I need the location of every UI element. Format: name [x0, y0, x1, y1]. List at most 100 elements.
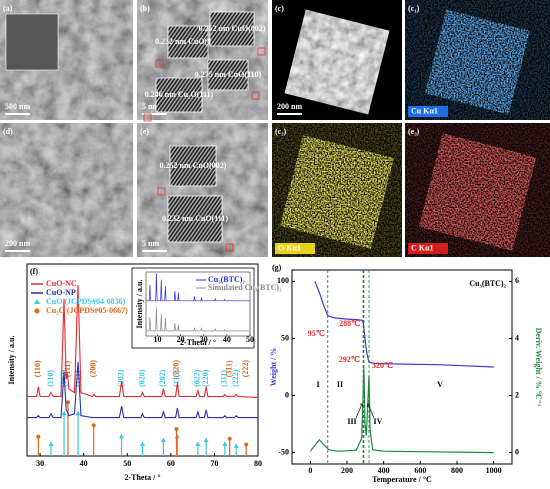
legend-label: CuO-NC	[46, 279, 77, 288]
peak-label: (110)	[33, 360, 42, 377]
y2-tick-label: 2	[515, 390, 519, 399]
legend-label: Cu₃(BTC)₂	[208, 275, 245, 284]
y-tick-label: -50	[278, 447, 289, 456]
panel-label: (c₁)	[408, 4, 420, 13]
fringe-label: 0.246 nm Cu₂O(111)	[145, 90, 214, 99]
reference-marker	[61, 410, 67, 416]
reference-marker	[36, 434, 41, 439]
scale-bar-label: 5 nm	[142, 102, 159, 111]
peak-label: (220)	[201, 369, 210, 387]
reference-marker	[160, 437, 166, 443]
peak-label: (110)	[46, 370, 55, 387]
scale-bar-label: 200 nm	[277, 102, 302, 111]
stage-label: I	[316, 380, 319, 389]
pattern-line	[27, 285, 259, 398]
reference-marker	[195, 441, 201, 446]
y2-tick-label: 4	[515, 333, 519, 342]
x-tick-label: 40	[80, 459, 88, 468]
x-tick-label: 0	[308, 466, 312, 475]
panel-label: (a)	[3, 4, 13, 13]
fringe-box	[207, 59, 249, 91]
plot-frame	[291, 269, 513, 465]
legend-label: Cu₂O (JCPDS#05-0667)	[46, 306, 128, 315]
peak-label: (113)	[172, 370, 181, 387]
reference-marker	[244, 442, 249, 447]
reference-marker	[140, 441, 145, 446]
fringe-label: 0.252 nm CuO(002)	[160, 161, 227, 170]
stage-label: II	[337, 380, 343, 389]
reference-marker	[174, 427, 179, 432]
legend-label: Simulated Cu₃(BTC)₂	[208, 283, 282, 292]
pattern-line	[27, 361, 258, 419]
x-axis-title: 2-Theta / °	[180, 338, 216, 347]
x-axis-title: 2-Theta / °	[124, 473, 160, 482]
element-label: O Kα1	[278, 243, 301, 252]
x-tick-label: 50	[123, 459, 131, 468]
x-tick-label: 20	[177, 335, 185, 344]
legend-label: CuO (JCPDS#04-0836)	[46, 297, 126, 306]
fringe-box	[169, 145, 217, 187]
fringe-label: 0.232 nm CuO(111)	[155, 37, 221, 46]
fringe-label: 0.232 nm CuO(111)	[162, 214, 228, 223]
peak-label: (222)	[231, 369, 240, 387]
panel-label: (b)	[140, 4, 150, 13]
legend-swatch	[34, 308, 40, 314]
fringe-label: 0.275 nm CuO(110)	[195, 70, 262, 79]
y-tick-label: 100	[277, 276, 289, 285]
x-tick-label: 200	[341, 466, 353, 475]
x-tick-label: 80	[254, 459, 262, 468]
y-tick-label: 0	[285, 390, 289, 399]
inset-frame	[131, 267, 255, 349]
panel-label: (e)	[140, 127, 149, 136]
reference-marker	[222, 441, 228, 446]
peak-label: (311)	[220, 370, 229, 387]
legend-label: CuO-NP	[46, 288, 76, 297]
fringe-box	[167, 195, 223, 243]
stage-label: IV	[374, 417, 383, 426]
legend-swatch	[34, 299, 40, 304]
panel-label: (c₂)	[275, 127, 287, 136]
x-tick-label: 30	[36, 459, 44, 468]
peak-label: (202)	[116, 369, 125, 387]
x-tick-label: 400	[378, 466, 390, 475]
element-tag	[275, 243, 315, 254]
x-tick-label: 50	[246, 335, 254, 344]
inset-image	[5, 13, 59, 71]
element-tag	[408, 243, 448, 254]
y-axis-title: Weight / %	[269, 348, 278, 387]
y2-tick-label: 6	[515, 276, 519, 285]
weight-line	[314, 281, 494, 368]
pattern-line	[146, 273, 250, 302]
micrograph	[0, 123, 133, 257]
stage-label: III	[347, 417, 356, 426]
x-tick-label: 70	[210, 459, 218, 468]
panel-label: (f)	[30, 267, 38, 276]
fringe-marker	[155, 59, 164, 68]
panel-label: (g)	[272, 263, 282, 272]
scale-bar-label: 5 nm	[142, 239, 159, 248]
peak-label: (020)	[137, 369, 146, 387]
peak-label: (022)	[193, 369, 202, 387]
particle	[284, 9, 390, 115]
panel-label: (c)	[275, 4, 284, 13]
y-tick-label: 50	[281, 333, 289, 342]
peak-label: (222)	[241, 360, 250, 378]
peak-label: (111)	[63, 360, 72, 377]
reference-marker	[119, 433, 125, 439]
x-tick-label: 60	[167, 459, 175, 468]
panel-label: (d)	[3, 127, 13, 136]
arrow	[355, 403, 364, 419]
y2-tick-label: 0	[515, 447, 519, 456]
particle	[280, 135, 394, 249]
fringe-marker	[157, 187, 166, 196]
x-tick-label: 800	[451, 466, 463, 475]
y-axis-title: Intensity / a.u.	[7, 336, 16, 385]
scale-bar-label: 200 nm	[5, 239, 30, 248]
x-tick-label: 10	[154, 335, 162, 344]
fringe-marker	[251, 91, 260, 100]
peak-label: (202)	[158, 369, 167, 387]
temperature-label: 320℃	[372, 361, 393, 370]
stage-label: V	[437, 380, 443, 389]
reference-marker	[203, 437, 209, 443]
